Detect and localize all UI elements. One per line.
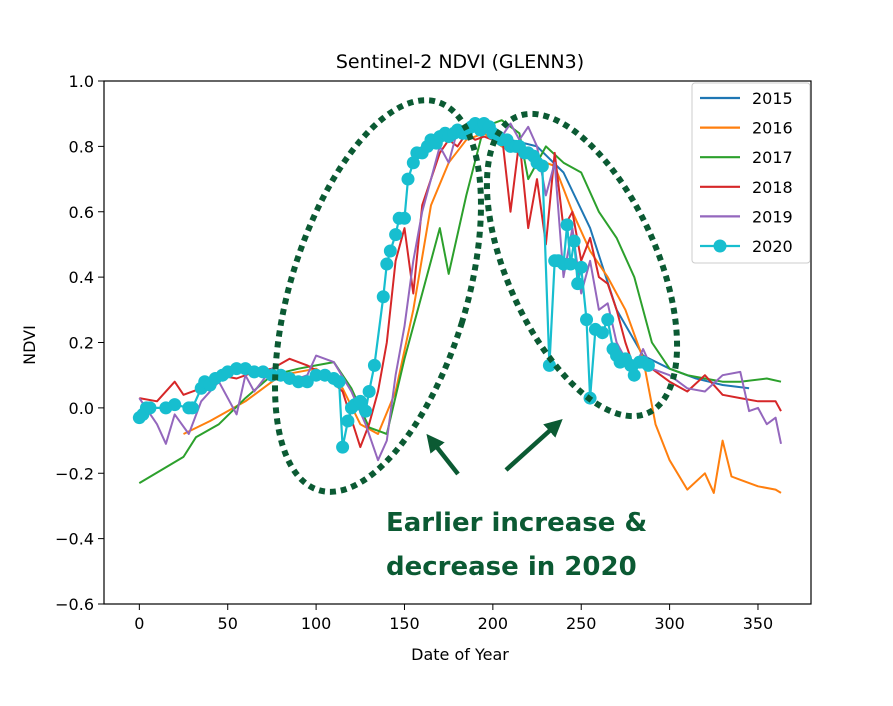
data-point-2020	[376, 290, 390, 304]
legend-box	[691, 82, 811, 264]
legend-item-2016: 2016	[700, 119, 793, 138]
rise-highlight-ellipse	[272, 97, 484, 495]
fall-highlight-ellipse	[483, 110, 681, 420]
data-point-2020	[143, 401, 157, 415]
y-axis-label: NDVI	[20, 325, 39, 365]
data-point-2020	[362, 385, 376, 399]
data-point-2020	[601, 313, 615, 327]
y-tick-label: 1.0	[69, 72, 94, 91]
y-axis: −0.6 −0.4 −0.2 0.0 0.2 0.4 0.6 0.8 1.0	[55, 72, 104, 614]
series-layer	[132, 116, 782, 494]
legend-label: 2018	[752, 178, 793, 197]
legend-label: 2019	[752, 207, 793, 226]
legend-item-2020: 2020	[700, 237, 793, 256]
data-point-2020	[542, 358, 556, 372]
x-tick-label: 350	[743, 614, 774, 633]
data-point-2020	[389, 228, 403, 242]
data-point-2020	[641, 358, 655, 372]
data-point-2020	[406, 156, 420, 170]
annotation-text-line1: Earlier increase &	[386, 508, 647, 538]
x-tick-label: 0	[134, 614, 144, 633]
y-tick-label: 0.6	[69, 203, 94, 222]
x-tick-label: 100	[301, 614, 332, 633]
data-point-2020	[595, 326, 609, 340]
y-tick-label: −0.6	[55, 595, 94, 614]
chart-title: Sentinel-2 NDVI (GLENN3)	[336, 51, 584, 73]
data-point-2020	[401, 172, 415, 186]
data-point-2020	[367, 358, 381, 372]
x-axis: 0 50 100 150 200 250 300 350	[134, 604, 773, 633]
data-point-2020	[535, 159, 549, 173]
legend-label: 2015	[752, 89, 793, 108]
data-point-2020	[571, 277, 585, 291]
data-point-2020	[567, 234, 581, 248]
x-axis-label: Date of Year	[411, 645, 509, 664]
legend: 2015 2016 2017 2018 2019 2020	[691, 82, 811, 264]
data-point-2020	[383, 244, 397, 258]
y-tick-label: 0.8	[69, 137, 94, 156]
data-point-2020	[580, 313, 594, 327]
data-point-2020	[353, 394, 367, 408]
legend-label: 2020	[752, 237, 793, 256]
x-tick-label: 50	[218, 614, 238, 633]
x-tick-label: 300	[654, 614, 685, 633]
y-tick-label: 0.2	[69, 334, 94, 353]
data-point-2020	[564, 257, 578, 271]
annotation-text-line2: decrease in 2020	[386, 552, 637, 582]
data-point-2020	[380, 257, 394, 271]
data-point-2020	[332, 375, 346, 389]
data-point-2020	[574, 260, 588, 274]
series-2020	[132, 116, 655, 454]
data-point-2020	[397, 211, 411, 225]
data-point-2020	[627, 368, 641, 382]
legend-label: 2016	[752, 119, 793, 138]
y-tick-label: −0.4	[55, 530, 94, 549]
x-tick-label: 150	[389, 614, 420, 633]
legend-item-2018: 2018	[700, 178, 793, 197]
y-tick-label: 0.4	[69, 268, 94, 287]
y-tick-label: 0.0	[69, 399, 94, 418]
data-point-2020	[560, 218, 574, 232]
data-point-2020	[168, 398, 182, 412]
y-tick-label: −0.2	[55, 464, 94, 483]
x-tick-label: 200	[478, 614, 509, 633]
data-point-2020	[359, 404, 373, 418]
legend-item-2017: 2017	[700, 148, 793, 167]
data-point-2020	[341, 414, 355, 428]
arrow-increase	[426, 433, 460, 476]
legend-label: 2017	[752, 148, 793, 167]
data-point-2020	[336, 440, 350, 454]
legend-marker	[713, 239, 727, 253]
data-point-2020	[185, 401, 199, 415]
legend-item-2019: 2019	[700, 207, 793, 226]
x-tick-label: 250	[566, 614, 597, 633]
arrow-decrease	[504, 418, 563, 472]
annotation-layer: Earlier increase & decrease in 2020	[272, 97, 681, 582]
legend-item-2015: 2015	[700, 89, 793, 108]
